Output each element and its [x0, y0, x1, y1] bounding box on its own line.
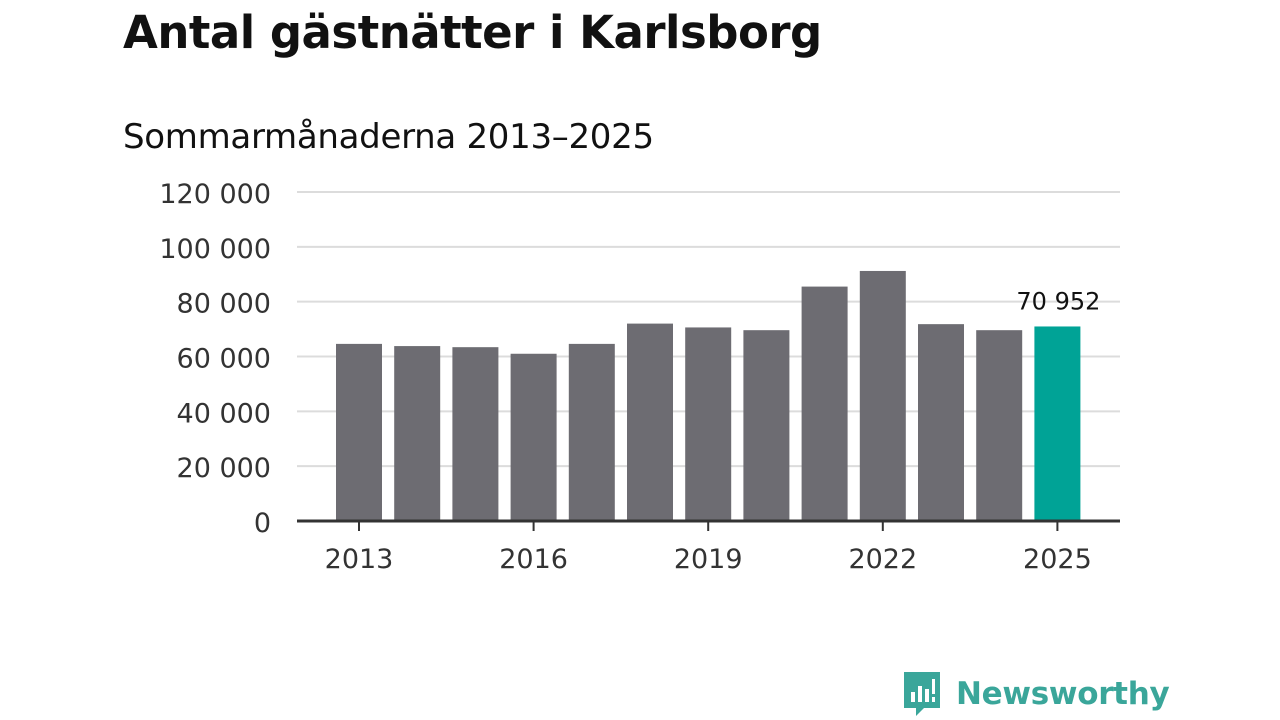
- x-tick-label: 2016: [499, 544, 568, 575]
- bar-2017: [568, 343, 615, 521]
- y-tick-label: 0: [254, 508, 271, 539]
- y-tick-label: 100 000: [159, 234, 271, 265]
- bar-2016: [510, 353, 557, 521]
- x-tick-label: 2013: [325, 544, 394, 575]
- x-tick-label: 2022: [848, 544, 917, 575]
- data-label: 70 952: [1016, 287, 1100, 315]
- x-tick-label: 2025: [1023, 544, 1092, 575]
- bar-2022: [859, 270, 906, 521]
- bar-2024: [976, 330, 1023, 521]
- bar-2014: [394, 346, 441, 521]
- y-tick-label: 20 000: [177, 453, 271, 484]
- bar-2019: [685, 327, 732, 521]
- y-tick-label: 60 000: [177, 344, 271, 375]
- newsworthy-logo-icon: [904, 672, 940, 716]
- x-tick-label: 2019: [674, 544, 743, 575]
- y-tick-label: 120 000: [159, 179, 271, 210]
- bar-2023: [918, 324, 964, 521]
- brand-logo: Newsworthy: [902, 670, 1170, 718]
- y-tick-label: 80 000: [177, 289, 271, 320]
- bar-2020: [743, 330, 790, 521]
- y-tick-label: 40 000: [177, 398, 271, 429]
- bar-2015: [452, 347, 499, 521]
- chart-title: Antal gästnätter i Karlsborg: [123, 6, 822, 59]
- bar-2013: [336, 343, 382, 521]
- bar-2025: [1034, 326, 1081, 521]
- chart-subtitle: Sommarmånaderna 2013–2025: [123, 117, 654, 157]
- bar-2021: [801, 286, 848, 521]
- brand-name: Newsworthy: [956, 676, 1170, 712]
- bar-2018: [627, 323, 673, 521]
